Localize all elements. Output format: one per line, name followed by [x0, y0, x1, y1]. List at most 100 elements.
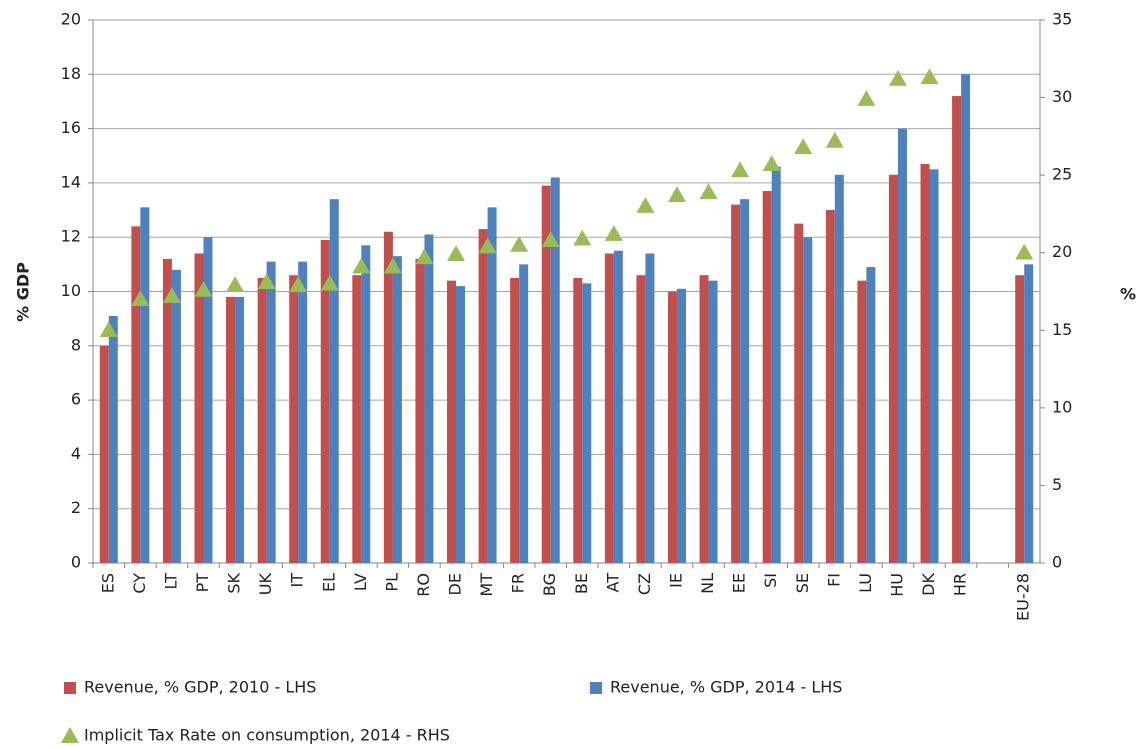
x-tick-label: HR	[951, 573, 970, 596]
bar	[415, 258, 425, 563]
bar	[329, 199, 339, 563]
bar	[108, 315, 118, 563]
y-tick-label: 20	[61, 10, 81, 29]
x-tick-label: DE	[446, 573, 465, 595]
bar	[762, 191, 772, 564]
bar	[298, 261, 308, 563]
x-tick-label: PT	[193, 573, 212, 593]
bar	[478, 229, 488, 563]
bar	[794, 223, 804, 563]
marker	[162, 287, 181, 303]
bar	[1024, 264, 1034, 563]
x-tick-label: IE	[666, 573, 685, 588]
x-tick-label: DK	[919, 572, 938, 595]
bar	[235, 296, 245, 563]
x-tick-label: SE	[793, 573, 812, 593]
marker	[447, 245, 466, 262]
bar	[613, 250, 623, 563]
bar	[866, 267, 876, 563]
marker	[352, 257, 371, 274]
bar	[961, 74, 971, 564]
y-tick-label: 16	[61, 118, 81, 137]
x-tick-label: MT	[477, 573, 496, 597]
x-tick-label: EE	[730, 573, 749, 593]
y2-tick-label: 5	[1052, 475, 1062, 494]
marker	[794, 138, 813, 154]
bar	[897, 128, 907, 563]
y2-tick-label: 25	[1052, 165, 1072, 184]
x-tick-label: BG	[540, 573, 559, 596]
bar	[361, 245, 371, 563]
bar	[203, 237, 213, 563]
marker	[762, 155, 781, 172]
x-tick-label: IT	[288, 573, 307, 588]
marker	[541, 231, 560, 248]
x-tick-label: FI	[824, 573, 843, 587]
bar	[952, 96, 962, 564]
marker	[194, 280, 213, 297]
y-tick-label: 12	[61, 227, 81, 246]
marker	[320, 274, 339, 291]
bar	[162, 258, 172, 563]
bar	[834, 174, 844, 563]
y2-tick-label: 20	[1052, 242, 1072, 261]
y2-tick-label: 30	[1052, 87, 1072, 106]
marker	[383, 257, 402, 274]
bar	[131, 226, 141, 563]
x-tick-label: LU	[856, 573, 875, 593]
marker	[888, 69, 907, 86]
bar	[424, 234, 434, 564]
marker	[573, 229, 592, 246]
bar	[392, 256, 402, 563]
bar	[510, 277, 520, 563]
marker	[604, 225, 623, 241]
bar	[257, 277, 267, 563]
bar	[929, 169, 939, 563]
marker	[1015, 243, 1034, 260]
bar	[857, 280, 867, 563]
bar	[803, 237, 813, 563]
x-tick-label: CY	[130, 573, 149, 594]
y2-axis-label: %	[1120, 285, 1136, 304]
bar	[266, 261, 276, 563]
x-tick-label: AT	[603, 573, 622, 593]
x-tick-label: FR	[509, 573, 528, 593]
x-tick-label: EL	[319, 573, 338, 592]
legend-label: Revenue, % GDP, 2010 - LHS	[84, 678, 316, 697]
bar	[708, 280, 718, 563]
x-tick-label: PL	[382, 573, 401, 592]
y-tick-label: 10	[61, 281, 81, 300]
marker	[131, 290, 150, 307]
x-tick-label: RO	[414, 573, 433, 597]
marker	[667, 186, 686, 203]
bar	[645, 253, 655, 564]
bar	[171, 269, 181, 563]
bar	[604, 253, 614, 564]
bar	[771, 166, 781, 564]
y-axis-label: % GDP	[14, 262, 33, 322]
bar	[825, 210, 835, 564]
x-tick-label: BE	[572, 573, 591, 594]
x-tick-label: SK	[225, 573, 244, 594]
y-tick-label: 4	[71, 444, 81, 463]
y-tick-label: 6	[71, 390, 81, 409]
x-tick-label: HU	[887, 573, 906, 597]
marker	[99, 321, 118, 338]
bar	[740, 199, 750, 563]
marker	[415, 248, 434, 265]
bar	[383, 231, 393, 563]
bar	[194, 253, 204, 564]
bar	[573, 277, 583, 563]
legend-swatch	[590, 682, 602, 694]
bar	[352, 275, 362, 563]
bar	[636, 275, 646, 563]
bar	[320, 239, 330, 564]
x-tick-label: CZ	[635, 573, 654, 595]
marker	[857, 90, 876, 106]
marker	[257, 273, 276, 289]
marker	[825, 132, 844, 148]
y2-tick-label: 0	[1052, 553, 1062, 572]
marker	[478, 237, 497, 254]
bar	[1015, 275, 1025, 563]
